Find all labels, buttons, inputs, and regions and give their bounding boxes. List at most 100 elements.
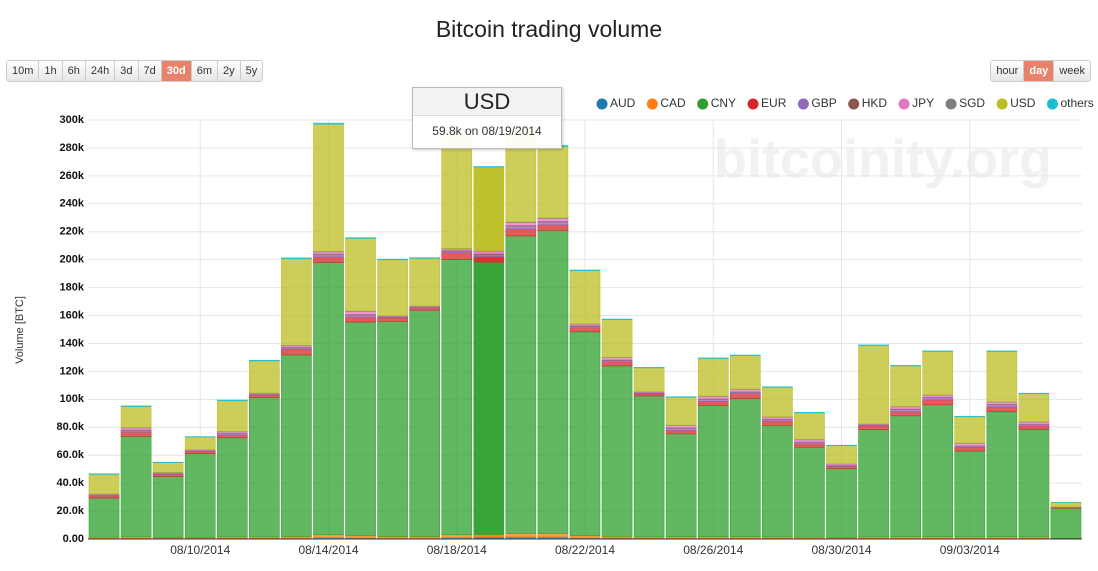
bar-segment: [665, 430, 697, 435]
bar-segment: [473, 250, 505, 255]
bar-segment: [249, 397, 280, 538]
bar-segment: [794, 412, 825, 414]
bar-segment: [184, 453, 216, 538]
bar-segment: [409, 309, 441, 537]
bar-segment: [633, 393, 665, 397]
y-tick-label: 300k: [60, 114, 85, 126]
button[interactable]: hour: [991, 61, 1025, 81]
bar-segment: [281, 258, 312, 346]
bar-segment: [986, 411, 1018, 538]
bar-segment: [954, 416, 986, 444]
bar-segment: [281, 349, 312, 356]
bar-segment: [377, 317, 408, 322]
bar-segment: [537, 224, 569, 231]
bar-segment: [345, 321, 376, 537]
bar-segment: [537, 221, 569, 226]
legend-label: AUD: [610, 96, 636, 110]
legend-label: others: [1060, 96, 1093, 110]
x-tick-label: 08/30/2014: [811, 543, 871, 557]
bar-segment: [858, 344, 889, 346]
bar-segment: [88, 495, 120, 499]
bar-segment: [954, 447, 986, 452]
bar-segment: [762, 416, 793, 420]
bar-segment: [120, 431, 152, 437]
bar-segment: [858, 425, 889, 430]
legend-marker: [996, 98, 1008, 110]
button[interactable]: 5y: [240, 61, 263, 81]
legend-label: CAD: [660, 96, 686, 110]
y-tick-label: 40.0k: [56, 477, 84, 489]
bar-segment: [729, 355, 761, 390]
bar-segment: [986, 350, 1018, 352]
bar-segment: [505, 225, 537, 230]
legend-marker: [1046, 98, 1058, 110]
bar-segment: [601, 361, 633, 367]
bar-segment: [88, 474, 120, 495]
bar-segment: [697, 405, 729, 538]
legend-marker: [747, 98, 759, 110]
bar-segment: [377, 258, 408, 261]
y-tick-label: 140k: [60, 337, 85, 349]
bar-segment: [281, 354, 312, 537]
y-tick-label: 80.0k: [56, 421, 84, 433]
x-tick-label: 08/10/2014: [170, 543, 230, 557]
bar-segment: [345, 316, 376, 323]
chart-title: Bitcoin trading volume: [436, 16, 662, 42]
bar-segment: [249, 394, 280, 398]
legend-marker: [797, 98, 809, 110]
y-tick-label: 160k: [60, 309, 85, 321]
bar-segment: [345, 237, 376, 239]
tooltip-text: 59.8k on 08/19/2014: [432, 124, 542, 138]
button[interactable]: 6m: [191, 61, 219, 81]
bar-segment: [794, 439, 825, 443]
bar-segment: [601, 365, 633, 537]
bar-segment: [986, 404, 1018, 408]
bar-segment: [697, 357, 729, 359]
bar-segment: [473, 256, 505, 263]
bar-segment: [537, 533, 569, 538]
legend-label: SGD: [959, 96, 985, 110]
bar-segment: [249, 359, 280, 362]
button[interactable]: 24h: [85, 61, 116, 81]
bar-segment: [313, 251, 344, 255]
y-tick-label: 20.0k: [56, 505, 84, 517]
bar-segment: [152, 476, 184, 538]
bar-segment: [441, 252, 473, 260]
bar-segment: [473, 254, 505, 257]
y-tick-label: 100k: [60, 393, 85, 405]
bar-segment: [729, 389, 761, 392]
button[interactable]: week: [1054, 61, 1090, 81]
x-tick-label: 08/22/2014: [555, 543, 615, 557]
tooltip-title: USD: [413, 88, 561, 116]
button[interactable]: 6h: [62, 61, 86, 81]
bar-segment: [794, 412, 825, 440]
bar-segment: [954, 443, 986, 447]
bar-segment: [441, 259, 473, 536]
bar-segment: [313, 254, 344, 258]
bar-segment: [409, 307, 441, 311]
bar-segment: [313, 123, 344, 252]
button[interactable]: 2y: [218, 61, 241, 81]
bar-segment: [762, 425, 793, 538]
bar-segment: [665, 396, 697, 398]
bar-segment: [729, 393, 761, 399]
bar-segment: [120, 427, 152, 431]
bar-segment: [88, 497, 120, 538]
bar-segment: [986, 351, 1018, 403]
button[interactable]: 3d: [115, 61, 139, 81]
button[interactable]: day: [1024, 61, 1055, 81]
bar-segment: [922, 394, 954, 398]
bar-segment: [762, 386, 793, 388]
button[interactable]: 10m: [7, 61, 40, 81]
bar-segment: [601, 319, 633, 358]
button[interactable]: 7d: [138, 61, 162, 81]
bar-segment: [505, 235, 537, 534]
bar-segment: [697, 398, 729, 402]
bar-segment: [858, 345, 889, 425]
legend-label: HKD: [862, 96, 888, 110]
button[interactable]: 1h: [39, 61, 63, 81]
button[interactable]: 30d: [161, 61, 192, 81]
watermark: bitcoinity.org: [714, 129, 1052, 189]
